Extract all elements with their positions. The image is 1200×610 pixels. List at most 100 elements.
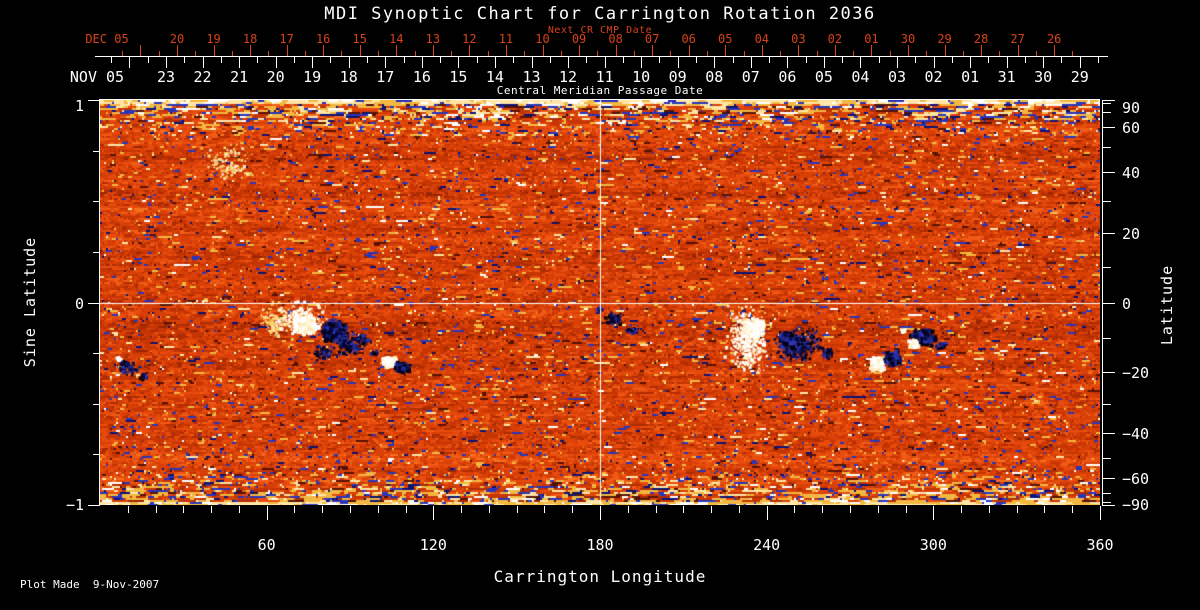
next-cr-tick-label: 17 (279, 32, 294, 46)
next-cr-minor-tick (378, 51, 380, 57)
cmp-minor-tick (659, 57, 661, 63)
cmp-major-tick (312, 57, 314, 68)
longitude-axis-label: Carrington Longitude (493, 567, 707, 586)
cmp-major-tick (860, 57, 862, 68)
latitude-major-tick (1103, 477, 1115, 479)
longitude-minor-tick (683, 506, 685, 513)
next-cr-minor-tick (231, 51, 233, 57)
cmp-minor-tick (476, 57, 478, 63)
cmp-major-tick (568, 57, 570, 68)
longitude-tick-label: 60 (257, 536, 276, 554)
next-cr-tick-label: 02 (827, 32, 843, 46)
sine-latitude-minor-tick (93, 251, 100, 253)
latitude-minor-tick (1103, 403, 1111, 405)
next-cr-major-tick (177, 45, 178, 57)
cmp-major-tick (202, 57, 204, 68)
cmp-minor-tick (1061, 57, 1063, 63)
cmp-major-tick (421, 57, 423, 68)
next-cr-tick-label: 20 (169, 32, 185, 46)
latitude-minor-tick (1103, 201, 1111, 203)
latitude-tick-label: 0 (1122, 294, 1132, 313)
longitude-minor-tick (738, 506, 740, 513)
cmp-minor-tick (220, 57, 222, 63)
cmp-tick-label: 21 (230, 68, 249, 86)
longitude-major-tick (600, 506, 601, 520)
longitude-minor-tick (627, 506, 629, 513)
cmp-minor-tick (293, 57, 295, 63)
next-cr-minor-tick (341, 51, 343, 57)
next-cr-major-tick (871, 45, 873, 57)
next-cr-tick-label: 08 (608, 32, 623, 46)
next-cr-minor-tick (780, 51, 782, 57)
next-cr-major-tick (505, 45, 507, 57)
latitude-minor-tick (1103, 457, 1111, 459)
next-cr-minor-tick (560, 51, 562, 57)
next-cr-major-tick (140, 45, 142, 57)
longitude-minor-tick (405, 506, 407, 513)
latitude-tick-label: 60 (1122, 119, 1141, 138)
cmp-major-tick (494, 57, 496, 68)
cmp-minor-tick (805, 57, 807, 63)
next-cr-tick-label: 09 (571, 32, 587, 46)
cmp-tick-label: 19 (303, 68, 322, 86)
longitude-minor-tick (461, 506, 463, 513)
next-cr-minor-tick (524, 51, 526, 57)
longitude-major-tick (766, 506, 768, 520)
cmp-tick-label: 18 (339, 68, 358, 86)
longitude-minor-tick (1044, 506, 1046, 513)
next-cr-minor-tick (487, 51, 489, 57)
longitude-minor-tick (155, 506, 157, 513)
longitude-major-tick (433, 506, 435, 520)
latitude-major-tick (1103, 371, 1115, 373)
next-cr-minor-tick (414, 51, 416, 57)
cmp-minor-tick (147, 57, 149, 63)
next-cr-tick-label: 19 (206, 32, 221, 46)
next-cr-tick-label: 27 (1010, 32, 1025, 46)
cmp-tick-label: 15 (449, 68, 468, 86)
longitude-tick-label: 300 (919, 536, 947, 554)
longitude-minor-tick (1072, 506, 1074, 513)
next-cr-tick-label: 14 (389, 32, 404, 46)
chart-title: MDI Synoptic Chart for Carrington Rotati… (324, 4, 876, 24)
longitude-minor-tick (822, 506, 824, 513)
next-cr-major-tick (323, 45, 325, 57)
next-cr-major-tick (981, 45, 983, 57)
sine-latitude-major-tick (88, 505, 100, 506)
next-cr-minor-tick (706, 51, 708, 57)
longitude-minor-tick (516, 506, 518, 513)
next-cr-tick-label: 13 (425, 32, 441, 46)
next-cr-major-tick (579, 45, 581, 57)
cmp-tick-label: 12 (559, 68, 578, 86)
cmp-major-tick (239, 57, 241, 68)
longitude-minor-tick (322, 506, 324, 513)
longitude-minor-tick (127, 506, 129, 513)
longitude-minor-tick (850, 506, 851, 513)
next-cr-major-tick (652, 45, 654, 57)
cmp-minor-tick (586, 57, 588, 63)
longitude-tick-label: 180 (586, 536, 614, 554)
latitude-tick-label: 20 (1122, 225, 1141, 244)
latitude-minor-tick (1103, 103, 1111, 105)
next-cr-axis-label: Next CR CMP Date (547, 25, 653, 36)
longitude-minor-tick (877, 506, 879, 513)
longitude-minor-tick (488, 506, 490, 513)
next-cr-major-tick (798, 45, 800, 57)
cmp-tick-label: 11 (595, 68, 614, 86)
next-cr-minor-tick (962, 51, 964, 57)
cmp-tick-label: 01 (961, 68, 980, 86)
cmp-tick-label: 02 (924, 68, 943, 86)
cmp-major-tick (897, 57, 898, 68)
cmp-minor-tick (367, 57, 369, 63)
next-cr-minor-tick (999, 51, 1001, 57)
latitude-major-tick (1103, 505, 1115, 506)
cmp-minor-tick (915, 57, 917, 63)
next-cr-minor-tick (195, 51, 197, 57)
cmp-tick-label: 05 (814, 68, 833, 86)
cmp-major-tick (677, 57, 679, 68)
cmp-minor-tick (988, 57, 990, 63)
cmp-tick-label: 30 (1034, 68, 1053, 86)
cmp-minor-tick (1098, 57, 1100, 63)
latitude-tick-label: −20 (1122, 363, 1150, 382)
latitude-major-tick (1103, 302, 1115, 304)
longitude-tick-label: 360 (1086, 536, 1114, 554)
